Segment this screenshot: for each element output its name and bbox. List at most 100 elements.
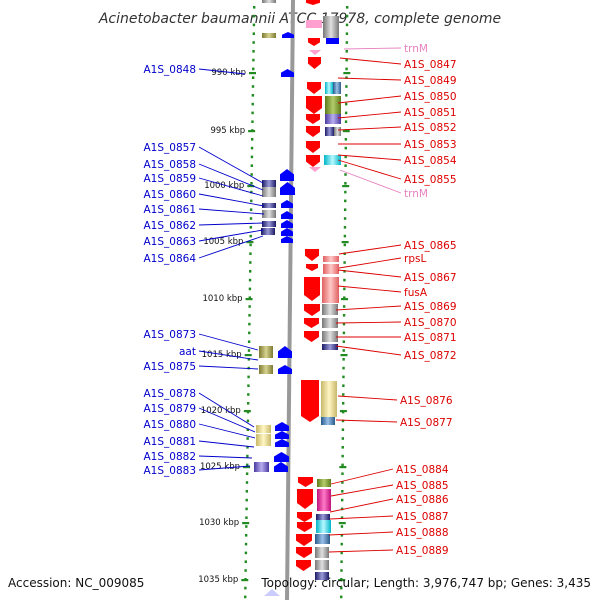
ruler-dot — [252, 50, 255, 53]
leader-line — [339, 57, 402, 65]
ruler-dot — [342, 340, 346, 343]
track-layer — [254, 0, 341, 596]
ruler-dot — [244, 551, 248, 555]
cog-block — [334, 127, 341, 136]
ruler-dot — [345, 23, 349, 27]
reverse-gene-arrow — [281, 69, 294, 77]
ruler-dot — [345, 58, 348, 62]
gene-label-a1s-0869: A1S_0869 — [404, 301, 457, 313]
ruler-dot — [341, 402, 345, 405]
ruler-dot — [344, 173, 347, 176]
gene-label-a1s-0863: A1S_0863 — [144, 236, 197, 248]
reverse-gene-arrow — [274, 462, 288, 472]
gene-label-a1s-0886: A1S_0886 — [396, 494, 449, 506]
forward-gene-arrow — [306, 0, 320, 5]
gene-label-a1s-0852: A1S_0852 — [404, 122, 457, 134]
ruler-dot — [250, 190, 253, 194]
ruler-dot — [345, 32, 349, 35]
ruler-dot — [344, 190, 347, 194]
gene-label-a1s-0875: A1S_0875 — [144, 361, 197, 373]
rna-gene-arrow — [309, 50, 321, 55]
ruler-dot — [245, 490, 249, 493]
forward-gene-arrow — [301, 380, 319, 422]
cog-block — [315, 560, 329, 570]
leader-line — [337, 126, 402, 131]
cog-block — [315, 547, 329, 558]
ruler-dot — [341, 446, 344, 449]
forward-gene-arrow — [306, 264, 318, 271]
forward-gene-arrow — [296, 547, 312, 558]
ruler-dot — [344, 120, 348, 123]
cog-block — [323, 16, 339, 38]
leader-line — [198, 229, 264, 242]
ruler-dot — [345, 102, 348, 106]
cog-block — [325, 82, 333, 94]
ruler-dot — [253, 6, 256, 9]
ruler-dot — [343, 234, 347, 238]
topology-text: Topology: circular; Length: 3,976,747 bp… — [260, 576, 591, 590]
gene-label-a1s-0887: A1S_0887 — [396, 511, 449, 523]
forward-gene-arrow — [306, 114, 320, 124]
gene-label-a1s-0879: A1S_0879 — [144, 403, 197, 415]
forward-gene-arrow — [296, 560, 311, 571]
ruler-dot — [340, 551, 343, 555]
cog-block — [256, 434, 271, 446]
forward-gene-arrow — [297, 512, 312, 522]
reverse-gene-arrow — [275, 439, 289, 447]
ruler-dot — [252, 14, 256, 18]
reverse-gene-arrow — [281, 236, 293, 243]
ruler-dot — [246, 454, 249, 458]
cog-block — [333, 82, 341, 94]
gene-label-a1s-0854: A1S_0854 — [404, 155, 457, 167]
ruler-dot — [250, 199, 253, 203]
ruler-dot — [344, 155, 347, 159]
ruler-dot — [244, 595, 247, 599]
ruler-dot — [245, 472, 249, 475]
gene-label-a1s-0880: A1S_0880 — [144, 419, 197, 431]
leader-layer — [198, 47, 402, 553]
forward-gene-arrow — [296, 534, 312, 546]
cog-block — [321, 381, 337, 417]
leader-line — [337, 159, 402, 180]
ruler-dot — [342, 358, 345, 361]
ruler-major-tick — [241, 579, 249, 582]
reverse-gene-arrow — [278, 365, 292, 374]
leader-line — [198, 365, 259, 370]
reverse-gene-arrow — [280, 182, 295, 195]
ruler-dot — [249, 208, 253, 211]
leader-line — [343, 47, 402, 50]
ruler-tick-label: 1030 kbp — [199, 518, 239, 528]
ruler-dot — [345, 14, 349, 18]
gene-label-rpsl: rpsL — [404, 253, 426, 265]
ruler-dot — [252, 67, 255, 71]
forward-gene-arrow — [307, 82, 321, 94]
gene-label-a1s-0862: A1S_0862 — [144, 220, 197, 232]
ruler-dot — [341, 472, 344, 475]
ruler-dot — [341, 437, 345, 440]
gene-label-a1s-0885: A1S_0885 — [396, 480, 449, 492]
cog-block — [322, 331, 338, 342]
ruler-dot — [342, 331, 346, 335]
gene-label-a1s-0876: A1S_0876 — [400, 395, 453, 407]
ruler-dot — [251, 111, 254, 115]
ruler-dot — [245, 516, 248, 519]
ruler-dot — [244, 560, 247, 563]
ruler-dot — [341, 419, 345, 423]
ruler-tick-label: 1005 kbp — [203, 237, 243, 247]
ruler-dot — [248, 305, 251, 308]
rna-gene-arrow — [309, 167, 321, 172]
ruler-dot — [245, 507, 248, 511]
ruler-dot — [344, 199, 347, 203]
gene-label-a1s-0855: A1S_0855 — [404, 174, 457, 186]
ruler-dot — [249, 252, 252, 255]
cog-block — [325, 96, 341, 114]
ruler-dot — [342, 384, 345, 387]
ruler-dot — [344, 138, 348, 141]
ruler-dot — [244, 542, 248, 546]
reverse-gene-arrow — [281, 211, 293, 219]
ruler-dot — [245, 498, 248, 502]
leader-line — [198, 350, 259, 361]
leader-line — [337, 285, 402, 293]
ruler-dot — [345, 41, 349, 44]
